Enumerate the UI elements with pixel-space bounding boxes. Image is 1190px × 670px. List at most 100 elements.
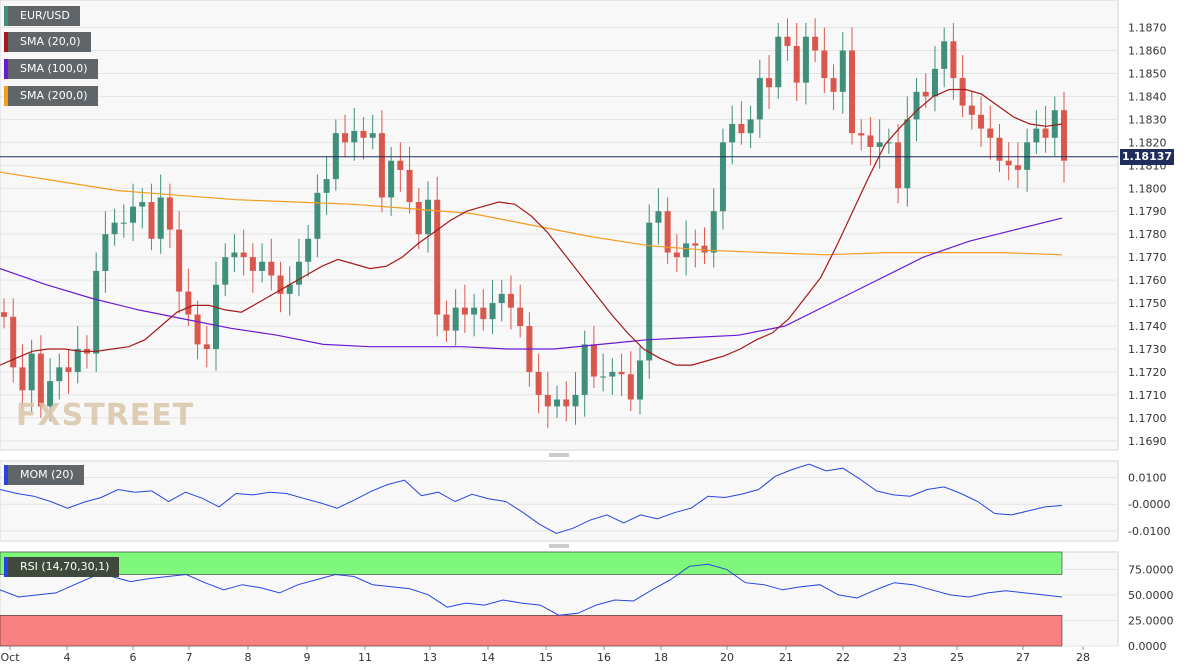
candle-body — [148, 202, 155, 239]
x-tick-label: 13 — [423, 651, 437, 664]
x-tick-label: 4 — [64, 651, 71, 664]
x-tick-label: 7 — [186, 651, 193, 664]
price-y-tick-label: 1.1740 — [1128, 320, 1167, 333]
fxstreet-watermark: FXSTREET — [16, 398, 195, 433]
candle-body — [738, 123, 745, 134]
candle-body — [19, 367, 26, 391]
legend-sma100[interactable]: SMA (100,0) — [4, 59, 98, 79]
candle-body — [194, 314, 201, 345]
x-tick-label: 20 — [720, 651, 734, 664]
candle-body — [655, 211, 662, 223]
candle-body — [517, 307, 524, 327]
price-y-tick-label: 1.1700 — [1128, 412, 1167, 425]
candle-body — [609, 371, 616, 377]
candle-body — [240, 252, 247, 258]
rsi-y-tick-label: 25.0000 — [1128, 614, 1174, 627]
candle-body — [93, 270, 100, 354]
candle-body — [646, 222, 653, 361]
candle-body — [130, 206, 137, 223]
candle-body — [120, 222, 127, 224]
candle-body — [719, 142, 726, 212]
candle-body — [922, 91, 929, 97]
candle-body — [959, 78, 966, 106]
candle-body — [812, 36, 819, 51]
candle-body — [683, 243, 690, 258]
candle-body — [452, 307, 459, 331]
candle-body — [203, 344, 210, 349]
price-y-tick-label: 1.1800 — [1128, 182, 1167, 195]
candle-body — [47, 381, 54, 407]
candle-body — [74, 348, 81, 372]
momentum-line — [0, 463, 1063, 535]
candle-body — [572, 394, 579, 407]
candle-body — [775, 36, 782, 88]
price-y-tick-label: 1.1750 — [1128, 297, 1167, 310]
x-tick-label: Oct — [0, 651, 20, 664]
candle-body — [231, 252, 238, 258]
candle-body — [978, 114, 985, 129]
candle-body — [858, 133, 865, 136]
candle-body — [305, 238, 312, 262]
x-tick-label: 23 — [893, 651, 907, 664]
candle-body — [1005, 160, 1012, 166]
candle-body — [1014, 165, 1021, 170]
candle-body — [332, 133, 339, 180]
candle-body — [295, 261, 302, 285]
x-tick-label: 28 — [1076, 651, 1090, 664]
candle-body — [664, 211, 671, 253]
candle-body — [342, 133, 349, 143]
legend-sma20[interactable]: SMA (20,0) — [4, 32, 91, 52]
candle-body — [941, 41, 948, 69]
candle-body — [895, 142, 902, 189]
sma20-line — [0, 88, 1063, 366]
x-tick-label: 15 — [539, 651, 553, 664]
sma100-line — [0, 217, 1063, 350]
candle-body — [618, 371, 625, 375]
candle-body — [314, 192, 321, 239]
x-tick-label: 9 — [304, 651, 311, 664]
legend-sma200[interactable]: SMA (200,0) — [4, 86, 98, 106]
candle-body — [637, 360, 643, 400]
candle-body — [369, 133, 376, 138]
candle-body — [65, 367, 72, 372]
legend-symbol[interactable]: EUR/USD — [4, 6, 80, 26]
price-y-tick-label: 1.1830 — [1128, 113, 1167, 126]
candle-body — [166, 197, 173, 230]
x-tick-label: 22 — [836, 651, 850, 664]
candle-body — [28, 353, 35, 391]
candle-body — [56, 367, 63, 382]
price-y-tick-label: 1.1770 — [1128, 251, 1167, 264]
candle-body — [756, 78, 763, 120]
sma200-line — [0, 171, 1063, 256]
price-panel — [0, 0, 1119, 451]
candle-body — [286, 284, 293, 294]
candle-body — [692, 243, 699, 246]
legend-mom[interactable]: MOM (20) — [4, 465, 84, 485]
x-tick-label: 25 — [950, 651, 964, 664]
candle-body — [544, 394, 551, 407]
price-y-tick-label: 1.1730 — [1128, 343, 1167, 356]
candle-body — [968, 105, 975, 115]
candle-body — [443, 314, 450, 331]
x-tick-label: 27 — [1016, 651, 1030, 664]
price-y-tick-label: 1.1840 — [1128, 90, 1167, 103]
candle-body — [10, 316, 17, 368]
candle-body — [277, 275, 284, 294]
candle-body — [351, 130, 358, 143]
candle-body — [415, 202, 422, 235]
x-tick-label: 14 — [481, 651, 495, 664]
x-tick-label: 16 — [597, 651, 611, 664]
rsi-y-tick-label: 0.0000 — [1128, 640, 1167, 653]
rsi-overbought-zone — [0, 551, 1063, 575]
candle-body — [425, 199, 431, 235]
candle-body — [259, 261, 266, 271]
price-y-tick-label: 1.1850 — [1128, 67, 1167, 80]
price-y-tick-label: 1.1870 — [1128, 22, 1167, 35]
candle-body — [176, 229, 183, 292]
legend-rsi[interactable]: RSI (14,70,30,1) — [4, 557, 120, 577]
candle-body — [406, 169, 413, 203]
candle-body — [480, 307, 487, 320]
price-y-tick-label: 1.1690 — [1128, 435, 1167, 448]
mom-y-tick-label: 0.0100 — [1128, 472, 1167, 485]
